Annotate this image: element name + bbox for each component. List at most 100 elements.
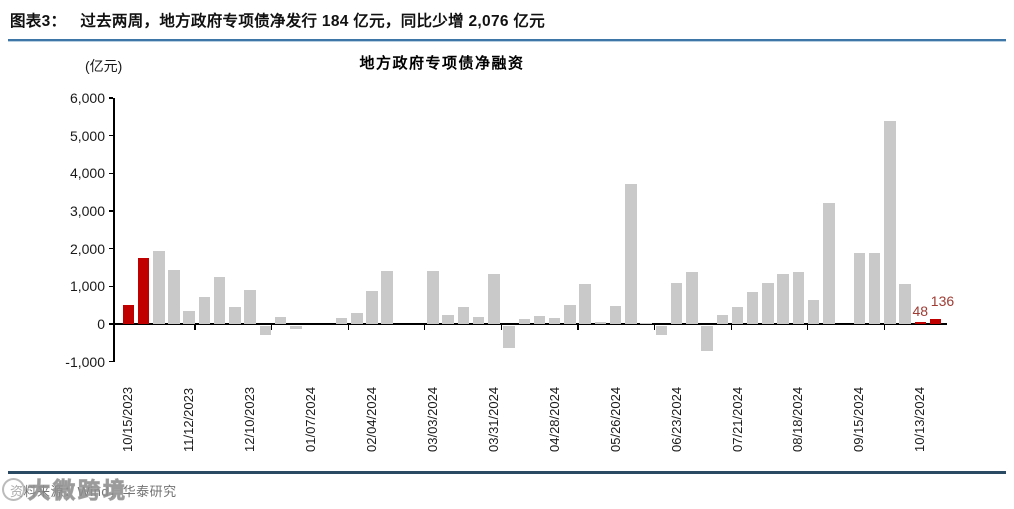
bar-10/13/2024: [914, 322, 926, 324]
bar-06/02/2024: [625, 183, 637, 324]
bar-11/26/2023: [213, 277, 226, 324]
x-axis-label: 04/28/2024: [546, 386, 562, 452]
watermark: 大微跨境: [2, 473, 128, 505]
bar-12/10/2023: [244, 290, 256, 324]
bar-06/09/2024: [640, 322, 652, 324]
plot-area: [108, 97, 947, 363]
title-divider: [8, 39, 1006, 43]
y-axis-label: 1,000: [69, 278, 105, 295]
bar-04/28/2024: [548, 318, 561, 324]
bar-02/11/2024: [381, 271, 393, 324]
bar-10/29/2023: [153, 250, 165, 324]
y-axis-tick: [108, 172, 113, 175]
x-axis-label: 01/07/2024: [303, 386, 319, 452]
x-axis-tick: [653, 325, 656, 330]
x-axis-label: 07/21/2024: [729, 386, 745, 452]
x-axis-label: 10/15/2023: [120, 386, 136, 452]
bar-11/05/2023: [168, 269, 180, 324]
x-axis-label: 06/23/2024: [668, 386, 684, 452]
bar-05/19/2024: [594, 322, 607, 324]
bar-01/21/2024: [335, 318, 348, 324]
bar-03/31/2024: [488, 273, 500, 324]
bar-02/04/2024: [366, 291, 378, 324]
y-axis-tick: [108, 210, 113, 212]
bar-11/19/2023: [198, 296, 211, 324]
bar-08/25/2024: [807, 299, 820, 324]
bar-05/05/2024: [564, 304, 576, 324]
bar-12/17/2023: [259, 325, 272, 336]
bar-09/29/2024: [884, 120, 896, 324]
source-note: 资料来源：Wind，华泰研究: [10, 484, 177, 499]
bar-value-annotation: 136: [930, 293, 955, 309]
bar-01/28/2024: [351, 312, 363, 324]
bar-04/14/2024: [518, 319, 531, 324]
y-axis-tick: [108, 360, 113, 363]
y-axis-tick: [108, 323, 113, 325]
bar-07/14/2024: [716, 315, 729, 324]
y-axis-label: 5,000: [69, 127, 105, 144]
bar-10/06/2024: [899, 283, 911, 324]
x-axis-label: 03/03/2024: [424, 386, 440, 452]
bar-03/03/2024: [427, 271, 439, 324]
bar-06/16/2024: [655, 325, 668, 336]
x-axis-tick: [347, 325, 349, 330]
x-axis-label: 03/31/2024: [485, 386, 501, 452]
y-axis-tick: [108, 134, 113, 137]
y-axis-tick: [108, 285, 113, 288]
y-axis-label: 3,000: [69, 203, 105, 219]
x-axis-label: 11/12/2023: [181, 387, 197, 452]
x-axis-tick: [577, 325, 579, 330]
x-axis-label: 10/13/2024: [912, 386, 928, 452]
bar-12/24/2023: [274, 317, 287, 324]
y-axis-line: [113, 98, 115, 362]
bar-09/01/2024: [823, 203, 835, 324]
bar-11/12/2023: [183, 311, 195, 324]
footer-divider: [8, 471, 1006, 474]
bar-03/10/2024: [442, 314, 454, 324]
bar-08/04/2024: [762, 282, 774, 324]
bar-10/15/2023: [122, 305, 135, 324]
bar-09/15/2024: [853, 252, 866, 324]
figure-label: 图表3：: [10, 13, 67, 30]
bar-07/21/2024: [731, 306, 744, 324]
y-axis-label: 4,000: [69, 165, 105, 182]
y-axis-tick: [108, 247, 113, 250]
y-axis-label: 0: [97, 316, 105, 333]
bar-06/23/2024: [670, 282, 683, 324]
bar-06/30/2024: [686, 272, 698, 324]
figure-header: 图表3： 过去两周，地方政府专项债净发行 184 亿元，同比少增 2,076 亿元: [10, 9, 545, 31]
bar-07/28/2024: [746, 292, 759, 324]
bar-12/03/2023: [229, 307, 241, 324]
y-axis-label: 6,000: [69, 90, 105, 106]
bar-03/17/2024: [457, 307, 470, 324]
bar-12/31/2023: [290, 325, 302, 330]
x-axis-label: 12/10/2023: [242, 386, 258, 452]
x-axis-tick: [424, 325, 426, 330]
watermark-logo-icon: [2, 477, 25, 501]
figure-title: 过去两周，地方政府专项债净发行 184 亿元，同比少增 2,076 亿元: [80, 13, 546, 30]
bar-04/21/2024: [533, 315, 546, 324]
bar-10/20/2024: [929, 318, 942, 324]
bar-05/12/2024: [579, 284, 591, 324]
y-axis-label: 2,000: [69, 240, 105, 257]
y-axis-unit-label: (亿元): [85, 58, 123, 74]
bar-03/24/2024: [472, 316, 485, 324]
x-axis-label: 08/18/2024: [790, 386, 806, 452]
x-axis-label: 05/26/2024: [607, 386, 623, 452]
bar-10/22/2023: [137, 257, 150, 324]
x-axis-tick: [270, 325, 273, 330]
bar-05/26/2024: [609, 306, 622, 324]
bar-value-annotation: 48: [912, 303, 929, 319]
x-axis-line: [113, 323, 947, 326]
bar-07/07/2024: [701, 325, 713, 351]
bar-08/11/2024: [777, 273, 789, 324]
bar-04/07/2024: [503, 325, 515, 349]
bar-09/22/2024: [868, 252, 881, 324]
y-axis-tick: [108, 97, 113, 99]
x-axis-tick: [500, 325, 503, 330]
watermark-text: 大微跨境: [27, 478, 129, 504]
x-axis-tick: [730, 325, 732, 330]
y-axis-label: -1,000: [65, 353, 105, 370]
x-axis-tick: [883, 325, 886, 330]
